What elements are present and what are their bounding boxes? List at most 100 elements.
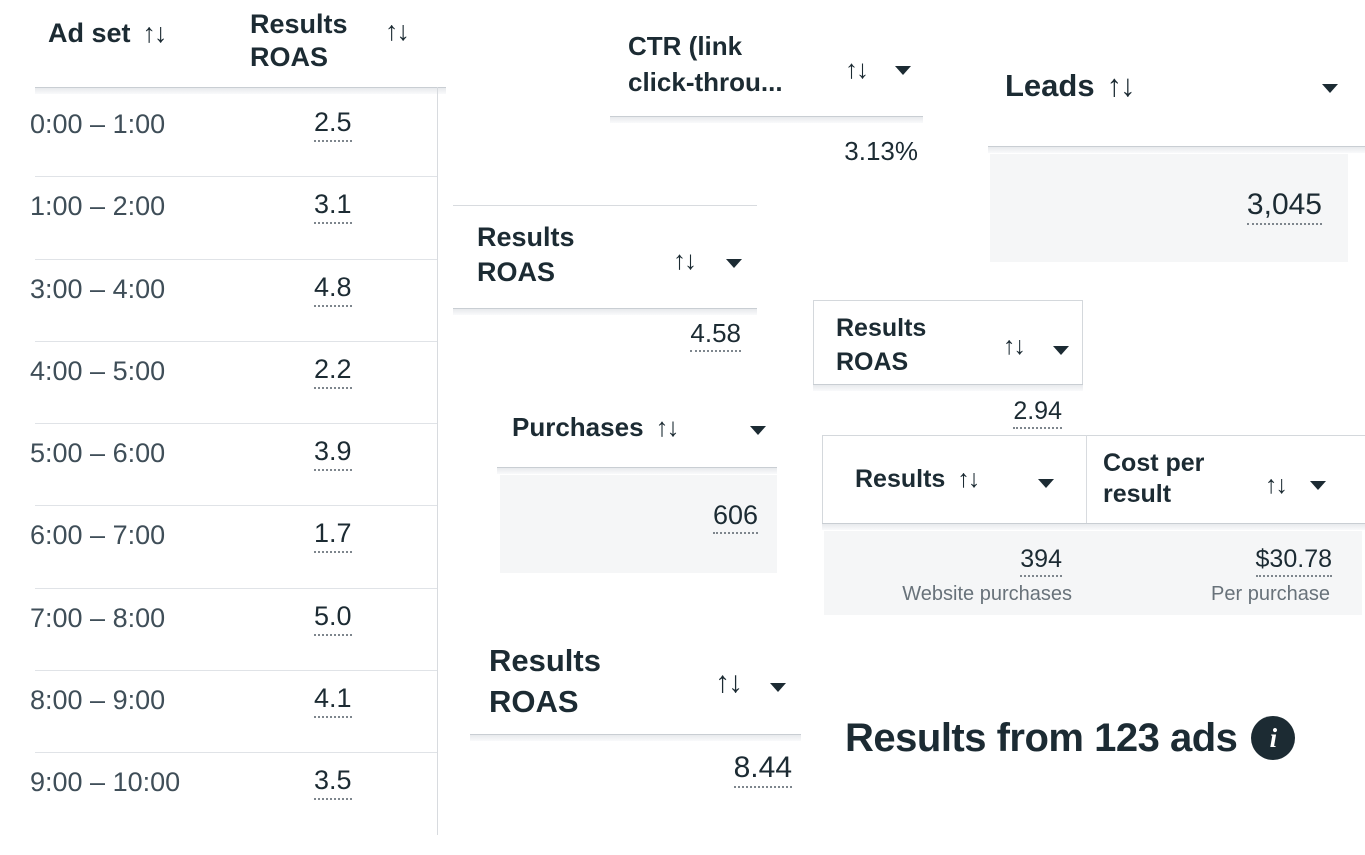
- table-right-border: [437, 87, 438, 835]
- cost-per-result-value-text[interactable]: $30.78: [1255, 545, 1332, 577]
- adset-time-range: 9:00 – 10:00: [30, 767, 181, 798]
- leads-value-text[interactable]: 3,045: [1246, 188, 1322, 225]
- results-roas-fragment-mid: Results ROAS ↑↓ 4.58: [453, 205, 757, 355]
- table-row: 9:00 – 10:00 3.5: [0, 752, 437, 834]
- results-cost-table-fragment: Results ↑↓ Cost per result ↑↓ 394 Website…: [822, 435, 1365, 615]
- table-row: 5:00 – 6:00 3.9: [0, 423, 437, 505]
- table-row: 7:00 – 8:00 5.0: [0, 587, 437, 670]
- adset-column-header[interactable]: Ad set ↑↓: [48, 18, 168, 49]
- adset-time-range: 0:00 – 1:00: [30, 109, 166, 139]
- chevron-down-icon[interactable]: [895, 66, 911, 75]
- chevron-down-icon[interactable]: [1322, 84, 1338, 93]
- adset-time-range: 8:00 – 9:00: [30, 685, 166, 716]
- leads-value[interactable]: 3,045: [1246, 188, 1322, 225]
- header-divider: [35, 87, 446, 94]
- roas-value[interactable]: 3.1: [314, 189, 352, 225]
- ctr-column-header[interactable]: CTR (link click-throu...: [628, 31, 783, 97]
- header-row-border: [822, 435, 1365, 523]
- cost-per-result-subtext: Per purchase: [1211, 583, 1330, 605]
- chevron-down-icon[interactable]: [1310, 481, 1326, 490]
- roas-value[interactable]: 4.1: [314, 683, 352, 719]
- roas-value[interactable]: 5.0: [314, 601, 352, 636]
- sort-icon[interactable]: ↑↓: [715, 666, 743, 699]
- roas-value[interactable]: 2.94: [1013, 397, 1062, 429]
- chevron-down-icon[interactable]: [770, 683, 786, 692]
- results-summary-text: Results from 123 ads: [845, 715, 1238, 760]
- results-value-text[interactable]: 394: [1020, 545, 1062, 577]
- table-row: 8:00 – 9:00 4.1: [0, 670, 437, 752]
- roas-value[interactable]: 2.2: [314, 354, 352, 389]
- roas-value[interactable]: 2.5: [314, 107, 352, 142]
- roas-value-text[interactable]: 4.58: [690, 318, 741, 352]
- roas-value[interactable]: 1.7: [314, 518, 352, 554]
- value-cell: [500, 475, 777, 573]
- chevron-down-icon[interactable]: [1038, 479, 1054, 488]
- chevron-down-icon[interactable]: [726, 259, 742, 268]
- roas-value-text[interactable]: 8.44: [733, 751, 792, 788]
- purchases-value-text[interactable]: 606: [712, 500, 758, 534]
- results-roas-column-header[interactable]: Results ROAS: [250, 8, 368, 74]
- sort-icon[interactable]: ↑↓: [1265, 471, 1288, 499]
- results-summary-caption: Results from 123 ads i: [845, 708, 1365, 768]
- sort-icon[interactable]: ↑↓: [957, 465, 980, 493]
- header-divider: [822, 523, 1365, 530]
- table-row: 6:00 – 7:00 1.7: [0, 505, 437, 587]
- value-cell: [990, 154, 1348, 262]
- ctr-column-fragment: CTR (link click-throu... ↑↓ 3.13%: [610, 28, 923, 173]
- sort-icon[interactable]: ↑↓: [1003, 332, 1026, 360]
- value-row: [824, 531, 1362, 615]
- header-divider: [610, 116, 923, 123]
- sort-icon[interactable]: ↑↓: [655, 412, 680, 442]
- cost-per-result-value[interactable]: $30.78: [1255, 545, 1332, 577]
- purchases-value[interactable]: 606: [712, 500, 758, 534]
- ctr-value: 3.13%: [844, 136, 918, 166]
- results-value[interactable]: 394: [1020, 545, 1062, 577]
- chevron-down-icon[interactable]: [750, 426, 766, 435]
- table-row: 4:00 – 5:00 2.2: [0, 340, 437, 423]
- header-divider: [813, 384, 1083, 391]
- adset-time-range: 3:00 – 4:00: [30, 273, 166, 304]
- chevron-down-icon[interactable]: [1053, 346, 1069, 355]
- results-column-header[interactable]: Results ↑↓: [855, 465, 980, 494]
- sort-icon[interactable]: ↑↓: [845, 54, 869, 84]
- header-divider: [988, 146, 1365, 153]
- header-divider: [497, 467, 777, 474]
- cost-per-result-column-header[interactable]: Cost per result: [1103, 449, 1205, 508]
- results-header-label: Results: [855, 465, 946, 493]
- adset-time-range: 1:00 – 2:00: [30, 191, 166, 222]
- roas-value[interactable]: 4.8: [314, 272, 352, 307]
- table-row: 0:00 – 1:00 2.5: [0, 94, 437, 176]
- sort-icon[interactable]: ↑↓: [1106, 68, 1136, 103]
- results-roas-column-header[interactable]: Results ROAS: [836, 314, 927, 376]
- sort-icon[interactable]: ↑↓: [385, 16, 410, 46]
- roas-value[interactable]: 4.58: [690, 318, 741, 352]
- results-roas-column-header[interactable]: Results ROAS: [489, 643, 601, 719]
- adset-header-label: Ad set: [48, 18, 131, 48]
- roas-value[interactable]: 8.44: [733, 751, 792, 788]
- sort-icon[interactable]: ↑↓: [673, 245, 697, 275]
- results-roas-fragment-boxed: Results ROAS ↑↓ 2.94: [813, 300, 1083, 435]
- adset-time-range: 5:00 – 6:00: [30, 438, 166, 469]
- header-divider: [470, 734, 801, 741]
- leads-column-fragment: Leads ↑↓ 3,045: [988, 64, 1365, 264]
- roas-value[interactable]: 3.5: [314, 765, 352, 801]
- sort-icon[interactable]: ↑↓: [142, 18, 168, 48]
- purchases-header-label: Purchases: [512, 412, 644, 442]
- top-border: [453, 205, 757, 206]
- leads-header-label: Leads: [1005, 68, 1095, 103]
- purchases-column-header[interactable]: Purchases ↑↓: [512, 412, 680, 443]
- results-roas-column-header[interactable]: Results ROAS: [477, 222, 575, 287]
- header-divider: [453, 308, 757, 315]
- results-value-subtext: Website purchases: [902, 583, 1072, 605]
- roas-value-text[interactable]: 2.94: [1013, 397, 1062, 429]
- adset-time-range: 6:00 – 7:00: [30, 520, 166, 551]
- results-roas-header-label: Results ROAS: [250, 9, 348, 72]
- header-cell-border: [813, 300, 1083, 390]
- adset-table-body: 0:00 – 1:00 2.5 1:00 – 2:00 3.1 3:00 – 4…: [0, 94, 437, 835]
- roas-value[interactable]: 3.9: [314, 436, 352, 472]
- info-icon[interactable]: i: [1251, 716, 1296, 760]
- leads-column-header[interactable]: Leads ↑↓: [1005, 68, 1136, 104]
- adset-hourly-table: Ad set ↑↓ Results ROAS ↑↓ 0:00 – 1:00 2.5…: [0, 0, 446, 840]
- table-row: 1:00 – 2:00 3.1: [0, 176, 437, 258]
